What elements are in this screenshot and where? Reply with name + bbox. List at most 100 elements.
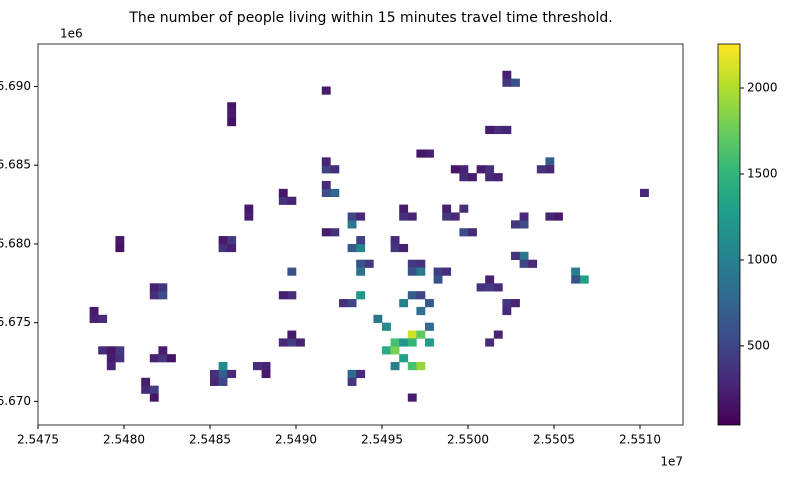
raster-cell [511,220,520,229]
raster-cell [227,243,237,253]
raster-cell [218,377,228,386]
raster-cell [218,243,228,253]
raster-cell [390,236,400,245]
plot-frame [37,43,684,426]
raster-cell [149,385,159,394]
raster-cell [210,377,219,386]
raster-cell [158,346,168,355]
raster-cell [347,299,357,308]
raster-cell [399,338,409,347]
raster-cell [210,369,219,379]
x-offset-label: 1e7 [660,455,683,469]
raster-cell [407,259,417,268]
raster-cell [476,283,486,292]
raster-cell [433,275,443,284]
raster-cell [321,86,331,95]
raster-cell [407,338,417,347]
raster-cell [571,275,581,284]
raster-cell [399,212,409,221]
raster-cell [321,188,331,198]
raster-cell [493,330,503,339]
raster-cell [373,314,383,323]
raster-cell [493,125,503,135]
raster-cell [158,291,168,300]
raster-cell [528,259,538,268]
raster-cell [356,243,366,253]
raster-cell [287,330,297,339]
raster-cell [442,212,452,221]
raster-cell [356,267,366,276]
x-tick-label: 2.5505 [533,433,575,447]
raster-cell [442,267,452,276]
raster-cell [244,204,254,213]
raster-cell [399,204,409,213]
raster-cell [407,267,417,276]
raster-cell [356,212,366,221]
raster-cell [98,314,108,323]
raster-cell [261,369,271,379]
raster-cell [89,314,99,323]
raster-cell [261,362,271,371]
raster-cell [416,362,426,371]
raster-cell [356,259,366,268]
raster-cell [511,78,520,87]
raster-cell [416,291,426,300]
colorbar-tick-label: 2000 [747,81,778,95]
raster-cell [459,204,469,213]
raster-cell [502,78,512,87]
raster-cell [356,369,366,379]
raster-cell [485,338,495,347]
raster-cell [227,236,237,245]
raster-cell [476,165,486,174]
raster-cell [330,188,340,198]
raster-cell [115,346,125,355]
raster-cell [321,180,331,190]
raster-cell [218,369,228,379]
raster-cell [485,165,495,174]
raster-cell [106,346,116,355]
raster-cell [468,228,477,237]
raster-cell [158,354,168,363]
chart-title: The number of people living within 15 mi… [128,10,612,26]
raster-cell [407,212,417,221]
raster-cell [356,236,366,245]
y-tick-label: 6.675 [0,315,31,329]
raster-cell [149,283,159,292]
raster-cell [115,236,125,245]
raster-cell [382,322,391,331]
raster-cell [493,173,503,182]
raster-cell [485,275,495,284]
raster-cell [287,291,297,300]
raster-cell [141,377,151,386]
raster-cell [536,165,546,174]
raster-cell [425,299,434,308]
raster-cell [244,212,254,221]
raster-cell [115,243,125,253]
raster-cell [407,330,417,339]
raster-cell [450,212,460,221]
raster-cell [545,157,555,166]
raster-cell [278,188,288,198]
x-tick-label: 2.5475 [17,433,59,447]
raster-cell [502,306,512,316]
y-tick-label: 6.670 [0,394,31,408]
raster-cell [227,117,237,127]
raster-cell [106,362,116,371]
colorbar-tick-label: 1000 [747,252,778,266]
raster-cell [450,165,460,174]
colorbar-frame [717,43,741,426]
raster-cell [158,283,168,292]
raster-cell [227,369,237,379]
x-tick-label: 2.5480 [103,433,145,447]
raster-cell [98,346,108,355]
raster-cell [399,299,409,308]
raster-cell [416,267,426,276]
raster-cell [399,354,409,363]
raster-cell [511,251,520,260]
raster-cell [390,338,400,347]
raster-cell [519,212,529,221]
raster-cell [519,251,529,260]
raster-cell [364,259,374,268]
raster-cell [149,354,159,363]
